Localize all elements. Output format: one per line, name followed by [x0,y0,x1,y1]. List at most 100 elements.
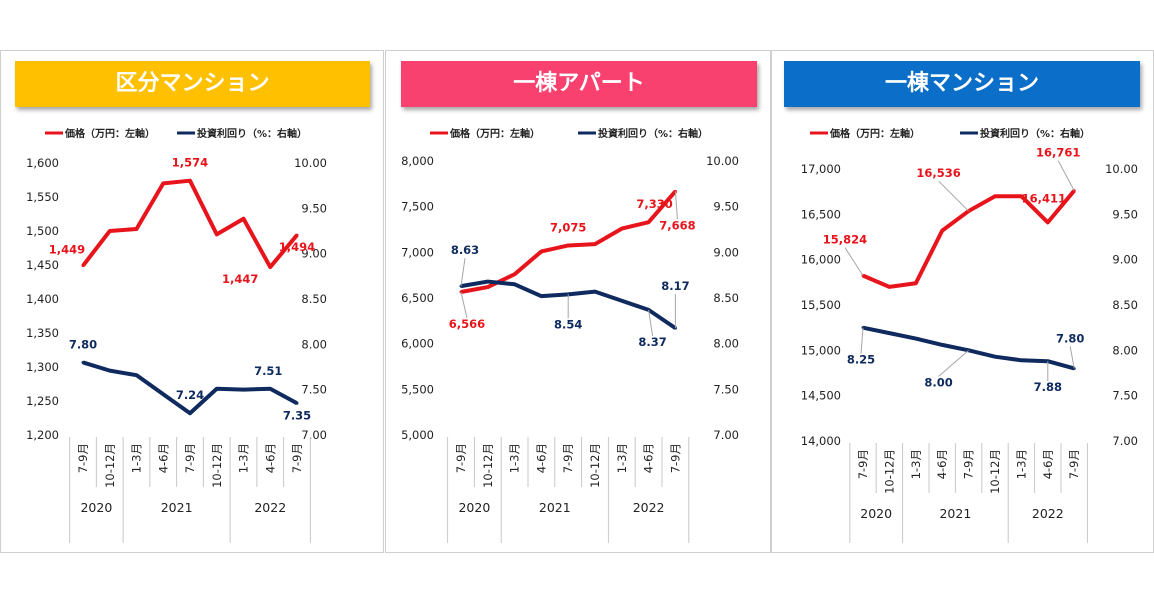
left-axis-tick-label: 1,400 [26,292,59,306]
legend-label-price: 価格（万円：左軸） [829,127,920,140]
price-point [566,243,570,247]
yield-data-label: 8.25 [847,353,875,367]
data-label-leader [460,291,468,319]
right-axis-tick-label: 7.00 [713,428,739,442]
price-data-label: 16,536 [916,166,960,180]
yield-point [188,411,192,415]
price-data-label: 16,411 [1022,191,1066,205]
category-tick-label: 10-12月 [988,449,1002,494]
left-axis-tick-label: 8,000 [401,154,434,168]
price-data-label: 7,668 [659,218,695,232]
right-axis-tick-label: 9.50 [713,200,739,214]
data-label-leader [938,349,969,377]
category-tick-label: 1-3月 [237,443,251,473]
category-tick-label: 1-3月 [1014,449,1028,479]
category-tick-label: 4-6月 [1041,449,1055,479]
category-tick-label: 4-6月 [263,443,277,473]
left-axis-tick-label: 7,000 [401,245,434,259]
right-axis-tick-label: 7.00 [1112,434,1138,448]
yield-data-label: 7.24 [176,388,204,402]
price-point [459,290,463,294]
price-point [215,232,219,236]
right-axis-tick-label: 10.00 [706,154,739,168]
price-data-label: 7,330 [636,197,672,211]
price-data-label: 1,449 [49,243,85,257]
price-point [593,242,597,246]
left-axis-tick-label: 6,000 [401,337,434,351]
right-axis-tick-label: 10.00 [294,156,327,170]
right-axis-tick-label: 9.50 [301,201,327,215]
price-point [1019,194,1023,198]
yield-data-label: 8.63 [451,243,479,257]
right-axis-tick-label: 7.00 [301,428,327,442]
yield-point [993,355,997,359]
left-axis-tick-label: 1,550 [26,190,59,204]
category-tick-label: 4-6月 [534,443,548,473]
price-point [486,285,490,289]
yield-point [887,331,891,335]
data-label-leader [460,258,466,287]
category-tick-label: 1-3月 [909,449,923,479]
category-tick-label: 10-12月 [481,443,495,488]
yield-point [242,388,245,392]
panel-title: 一棟マンション [784,61,1140,107]
yield-point [486,280,490,284]
price-point [295,233,299,237]
right-axis-tick-label: 9.00 [1112,253,1138,267]
category-tick-label: 7-9月 [856,449,870,479]
left-axis-tick-label: 7,500 [401,200,434,214]
line-chart-itto-mansion: 価格（万円：左軸） 投資利回り（%：右軸） 14,000 14,500 15,000 15… [801,127,1138,543]
yield-point [1019,358,1023,362]
left-axis-tick-label: 5,000 [401,428,434,442]
yield-point [161,392,165,396]
price-point [161,181,165,185]
price-data-label: 6,566 [449,317,485,331]
category-tick-label: 7-9月 [183,443,197,473]
legend-label-price: 価格（万円：左軸） [449,127,540,140]
category-tick-label: 7-9月 [454,443,468,473]
left-axis-tick-label: 16,500 [801,207,841,221]
category-tick-label: 1-3月 [508,443,522,473]
left-axis-tick-label: 14,500 [801,389,841,403]
category-tick-label: 10-12月 [103,443,117,488]
year-label: 2022 [1032,506,1064,521]
right-axis-tick-label: 7.50 [713,382,739,396]
chart-panel-kubun-mansion: 区分マンション 価格（万円：左軸） 投資利回り（%：右軸） 1,200 1,250 1,… [0,50,384,553]
category-tick-label: 4-6月 [642,443,656,473]
left-axis-tick-label: 16,000 [801,253,841,267]
right-axis-tick-label: 9.00 [301,247,327,261]
category-tick-label: 1-3月 [615,443,629,473]
year-label: 2021 [539,500,571,515]
right-axis-tick-label: 8.50 [1112,298,1138,312]
price-point [940,229,944,233]
price-point [620,227,624,231]
yield-point [513,282,517,286]
category-tick-label: 10-12月 [210,443,224,488]
left-axis-tick-label: 17,000 [801,162,841,176]
price-data-label: 7,075 [550,220,586,234]
price-data-label: 1,574 [172,156,208,170]
left-axis-tick-label: 1,500 [26,224,59,238]
yield-series-line [862,325,1075,371]
right-axis-tick-label: 8.00 [301,337,327,351]
right-axis-tick-label: 8.50 [301,292,327,306]
year-label: 2020 [860,506,892,521]
left-axis-tick-label: 1,200 [26,428,59,442]
year-label: 2020 [80,500,112,515]
left-axis-tick-label: 1,250 [26,394,59,408]
line-chart-itto-apartment: 価格（万円：左軸） 投資利回り（%：右軸） 5,000 5,500 6,000 6,500… [401,127,739,543]
category-tick-label: 7-9月 [290,443,304,473]
data-label-leader [844,247,864,276]
price-point [81,264,85,268]
yield-point [268,387,272,391]
yield-data-label: 8.00 [924,375,952,389]
left-axis-tick-label: 1,350 [26,326,59,340]
price-point [1046,220,1050,224]
yield-data-label: 7.88 [1034,380,1062,394]
year-label: 2021 [939,506,971,521]
right-axis-tick-label: 9.50 [1112,207,1138,221]
right-axis-tick-label: 8.00 [1112,343,1138,357]
category-tick-label: 4-6月 [935,449,949,479]
left-axis-tick-label: 5,500 [401,382,434,396]
data-label-leader [674,191,678,220]
